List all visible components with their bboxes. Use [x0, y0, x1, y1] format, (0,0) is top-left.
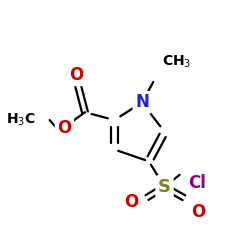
Text: H$_3$C: H$_3$C: [6, 112, 36, 128]
Text: O: O: [69, 66, 83, 84]
Text: CH$_3$: CH$_3$: [162, 54, 191, 70]
Text: N: N: [135, 94, 149, 112]
Text: O: O: [124, 192, 138, 210]
Text: S: S: [158, 178, 171, 196]
Text: O: O: [57, 119, 71, 137]
Text: O: O: [191, 202, 205, 220]
Text: Cl: Cl: [188, 174, 206, 192]
